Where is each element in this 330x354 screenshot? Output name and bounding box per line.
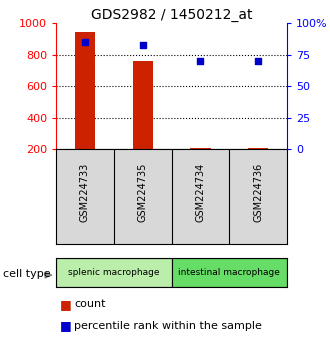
Point <box>82 39 88 45</box>
Point <box>256 58 261 64</box>
Bar <box>248 148 268 149</box>
Text: intestinal macrophage: intestinal macrophage <box>179 268 280 277</box>
Bar <box>172 258 287 287</box>
Title: GDS2982 / 1450212_at: GDS2982 / 1450212_at <box>91 8 252 22</box>
Text: GSM224733: GSM224733 <box>80 162 90 222</box>
Bar <box>56 258 172 287</box>
Text: ■: ■ <box>59 298 71 311</box>
Text: splenic macrophage: splenic macrophage <box>68 268 160 277</box>
Text: GSM224736: GSM224736 <box>253 162 263 222</box>
Text: percentile rank within the sample: percentile rank within the sample <box>74 321 262 331</box>
Text: ■: ■ <box>59 319 71 332</box>
Text: count: count <box>74 299 106 309</box>
Bar <box>75 33 95 149</box>
Text: cell type: cell type <box>3 269 51 279</box>
Point <box>140 42 146 47</box>
Point <box>198 58 203 64</box>
Bar <box>133 61 153 149</box>
Text: GSM224735: GSM224735 <box>138 162 148 222</box>
Text: GSM224734: GSM224734 <box>195 162 206 222</box>
Bar <box>190 148 211 149</box>
